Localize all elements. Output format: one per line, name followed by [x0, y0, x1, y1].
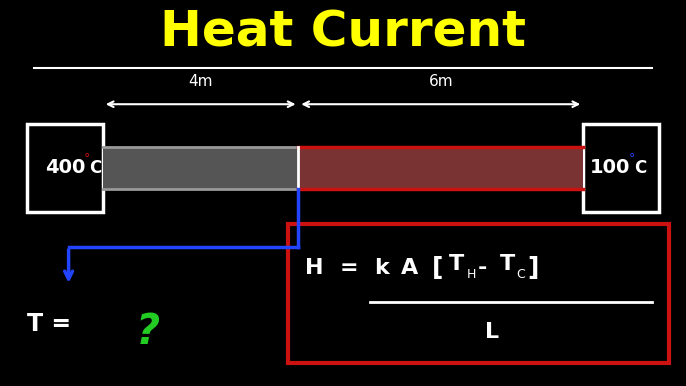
Text: ]: ] — [527, 256, 539, 280]
Text: =: = — [340, 258, 358, 278]
Text: °: ° — [84, 152, 90, 165]
Bar — [288, 224, 669, 363]
Text: k: k — [374, 258, 389, 278]
Text: [: [ — [432, 256, 444, 280]
Text: C: C — [635, 159, 647, 177]
Text: Heat Current: Heat Current — [160, 9, 526, 57]
Text: T: T — [499, 254, 514, 274]
Text: C: C — [89, 159, 102, 177]
Bar — [27, 124, 103, 212]
Text: 6m: 6m — [429, 74, 453, 89]
Bar — [298, 147, 583, 189]
Text: T: T — [449, 254, 464, 274]
Text: H: H — [305, 258, 324, 278]
Text: T =: T = — [27, 312, 80, 336]
Text: -: - — [478, 258, 488, 278]
Bar — [103, 147, 298, 189]
Text: °: ° — [629, 152, 635, 165]
Text: C: C — [516, 267, 525, 281]
Text: 100: 100 — [590, 158, 630, 178]
Bar — [583, 124, 659, 212]
Text: A: A — [401, 258, 418, 278]
Text: 400: 400 — [45, 158, 85, 178]
Text: L: L — [485, 322, 499, 342]
Text: 4m: 4m — [189, 74, 213, 89]
Text: ?: ? — [135, 311, 160, 353]
Text: H: H — [466, 267, 476, 281]
